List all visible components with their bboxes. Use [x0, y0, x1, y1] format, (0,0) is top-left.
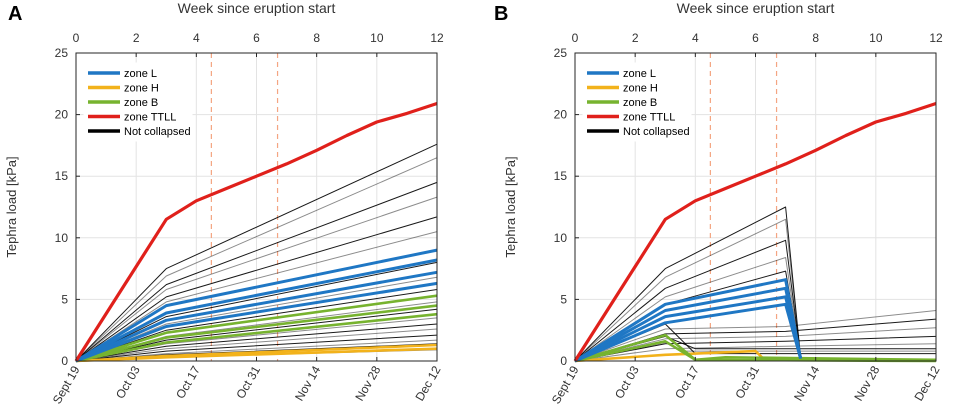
panel-letter: A [8, 3, 22, 25]
date-tick-label: Sept 19 [549, 363, 582, 406]
y-tick-label: 25 [554, 46, 568, 60]
y-tick-label: 20 [554, 108, 568, 122]
chart-panel-a: A Week since eruption start 0 2 4 6 8 10 12 0 5 10 1… [4, 0, 444, 406]
y-tick-label: 15 [55, 169, 69, 183]
series-line-not-collapsed [75, 328, 438, 362]
series-line-zone-ttll [74, 101, 438, 362]
series-line-not-collapsed [574, 218, 802, 362]
legend-label: zone TTLL [623, 112, 675, 124]
series-line-zone-l [574, 302, 803, 363]
top-tick-label: 12 [430, 31, 444, 45]
y-tick-label: 10 [554, 231, 568, 245]
y-tick-label: 5 [560, 292, 567, 306]
series-line-zone-ttll [573, 101, 937, 362]
y-tick-label: 15 [554, 169, 568, 183]
date-tick-label: Sept 19 [50, 363, 83, 406]
series-line-zone-b [75, 304, 438, 363]
top-tick-label: 4 [193, 31, 200, 45]
series-line-not-collapsed [75, 157, 438, 362]
series-line-zone-b [75, 312, 438, 363]
top-tick-label: 0 [572, 31, 579, 45]
date-tick-label: Oct 17 [672, 363, 702, 401]
series-line-not-collapsed [75, 143, 438, 362]
legend-label: Not collapsed [623, 126, 690, 138]
y-tick-label: 25 [55, 46, 69, 60]
legend-label: Not collapsed [124, 126, 191, 138]
series-line-zone-b [75, 294, 438, 363]
date-tick-label: Dec 12 [412, 363, 443, 403]
series-line-not-collapsed [574, 239, 802, 362]
legend-label: zone TTLL [124, 112, 176, 124]
legend-label: zone B [124, 97, 158, 109]
date-tick-label: Dec 12 [911, 363, 942, 403]
y-tick-label: 0 [61, 354, 68, 368]
legend-label: zone L [124, 68, 157, 80]
panel-letter: B [494, 3, 508, 25]
top-tick-label: 2 [133, 31, 140, 45]
top-tick-label: 6 [752, 31, 759, 45]
legend-label: zone L [623, 68, 656, 80]
date-tick-label: Oct 03 [113, 363, 143, 401]
series-line-not-collapsed [574, 310, 937, 362]
date-tick-label: Nov 14 [791, 363, 822, 403]
top-tick-label: 8 [313, 31, 320, 45]
y-tick-label: 5 [61, 292, 68, 306]
chart-panel-b: B Week since eruption start 0 2 4 6 8 10 12 0 5 10 1… [494, 0, 943, 406]
series-line-zone-l [75, 270, 438, 363]
date-tick-label: Oct 31 [732, 363, 762, 401]
series-line-not-collapsed [574, 257, 802, 362]
legend-label: zone H [623, 83, 658, 95]
y-axis-label: Tephra load [kPa] [4, 156, 19, 257]
top-axis-title: Week since eruption start [178, 0, 336, 16]
y-axis-label: Tephra load [kPa] [503, 156, 518, 257]
date-tick-label: Oct 03 [612, 363, 642, 401]
series-line-not-collapsed [574, 206, 802, 362]
date-tick-label: Oct 31 [233, 363, 263, 401]
series-line-zone-l [75, 258, 438, 363]
legend-label: zone H [124, 83, 159, 95]
series-line-not-collapsed [75, 216, 438, 362]
series-line-not-collapsed [574, 343, 937, 362]
date-tick-label: Nov 28 [851, 363, 882, 403]
top-tick-label: 10 [370, 31, 384, 45]
series-line-not-collapsed [75, 181, 438, 362]
series-line-not-collapsed [75, 196, 438, 362]
top-tick-label: 12 [929, 31, 943, 45]
legend-label: zone B [623, 97, 657, 109]
top-tick-label: 0 [73, 31, 80, 45]
y-tick-label: 20 [55, 108, 69, 122]
top-tick-label: 8 [812, 31, 819, 45]
top-tick-label: 10 [869, 31, 883, 45]
series-line-zone-h [75, 347, 438, 363]
series-line-zone-l [75, 281, 438, 363]
y-tick-label: 0 [560, 354, 567, 368]
top-axis-title: Week since eruption start [677, 0, 835, 16]
date-tick-label: Nov 14 [292, 363, 323, 403]
y-tick-label: 10 [55, 231, 69, 245]
top-tick-label: 6 [253, 31, 260, 45]
series-line-not-collapsed [75, 334, 438, 362]
series-line-zone-l [75, 248, 438, 363]
date-tick-label: Oct 17 [173, 363, 203, 401]
top-tick-label: 4 [692, 31, 699, 45]
top-tick-label: 2 [632, 31, 639, 45]
date-tick-label: Nov 28 [352, 363, 383, 403]
